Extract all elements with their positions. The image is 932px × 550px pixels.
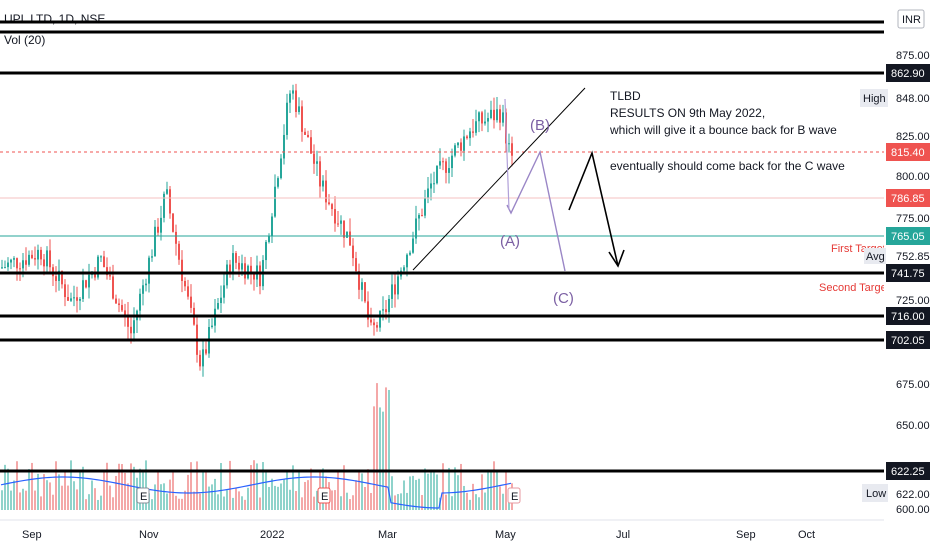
svg-text:765.05: 765.05: [891, 231, 925, 243]
price-axis-label: 725.00: [896, 295, 930, 307]
time-axis-label: Mar: [378, 529, 397, 541]
price-tag-level-702-05: 702.05: [886, 331, 930, 349]
time-axis-label: Sep: [736, 529, 756, 541]
time-axis-label: Oct: [798, 529, 815, 541]
volume-ma-line: [0, 476, 512, 509]
price-axis-label: 800.00: [896, 171, 930, 183]
price-axis-label: 622.00: [896, 489, 930, 501]
price-axis-label: 600.00: [896, 504, 930, 516]
earnings-badge-3[interactable]: E: [507, 487, 521, 504]
price-tag-level-716-00: 716.00: [886, 307, 930, 325]
svg-text:E: E: [321, 491, 328, 503]
projection-arrow[interactable]: [568, 150, 619, 267]
wave-label-a: (A): [500, 233, 520, 250]
svg-text:622.25: 622.25: [891, 466, 925, 478]
price-tags: 862.90 815.40 786.85 765.05 741.75 716.00 702.…: [886, 64, 930, 480]
low-badge-text: Low: [866, 488, 886, 500]
wave-label-b: (B): [530, 117, 550, 134]
wave-ab-line: [504, 98, 510, 211]
avg-badge: [864, 248, 886, 264]
low-badge: [862, 484, 888, 502]
currency-label: INR: [902, 14, 921, 26]
candles: [1, 83, 513, 377]
note-results: RESULTS ON 9th May 2022,: [610, 106, 765, 120]
price-axis[interactable]: [884, 0, 932, 520]
high-badge-text: High: [863, 93, 886, 105]
avg-badge-text: Avg: [866, 251, 885, 263]
time-axis-label: Sep: [22, 529, 42, 541]
time-axis-label: 2022: [260, 529, 284, 541]
wave-label-c: (C): [553, 290, 574, 307]
price-tag-level-765-05: 765.05: [886, 227, 930, 245]
horizontal-levels: [0, 20, 932, 473]
svg-text:741.75: 741.75: [891, 268, 925, 280]
svg-text:716.00: 716.00: [891, 311, 925, 323]
price-tag-level-786-85: 786.85: [886, 189, 930, 207]
note-tlbd: TLBD: [610, 89, 641, 103]
price-axis-label: 752.85: [896, 251, 930, 263]
time-axis-label: Jul: [616, 529, 630, 541]
svg-text:786.85: 786.85: [891, 193, 925, 205]
time-axis[interactable]: [0, 520, 884, 550]
price-axis-label: 848.00: [896, 93, 930, 105]
earnings-badge-2[interactable]: E: [317, 487, 331, 504]
price-axis-label: 775.00: [896, 213, 930, 225]
currency-button[interactable]: [897, 9, 925, 29]
note-bounce: which will give it a bounce back for B w…: [609, 123, 837, 137]
earnings-badge-1[interactable]: E: [136, 487, 150, 504]
price-axis-label: 675.00: [896, 379, 930, 391]
price-axis-label: 825.00: [896, 131, 930, 143]
price-tag-level-862-90: 862.90: [886, 64, 930, 82]
volume-bars: [1, 383, 513, 510]
price-axis-labels: 875.00 848.00 825.00 800.00 775.00 752.85 725.…: [896, 50, 930, 516]
price-axis-label: 650.00: [896, 420, 930, 432]
svg-text:E: E: [140, 491, 147, 503]
price-tag-level-815-40: 815.40: [886, 143, 930, 161]
time-axis-labels: Sep Nov 2022 Mar May Jul Sep Oct: [22, 529, 815, 541]
wave-path[interactable]: [506, 149, 566, 272]
arrow-head: [608, 249, 625, 268]
trendline[interactable]: [412, 87, 586, 271]
svg-text:862.90: 862.90: [891, 68, 925, 80]
price-tag-level-741-75: 741.75: [886, 264, 930, 282]
time-axis-label: Nov: [139, 529, 159, 541]
svg-text:E: E: [511, 491, 518, 503]
price-axis-label: 875.00: [896, 50, 930, 62]
svg-text:702.05: 702.05: [891, 335, 925, 347]
price-tag-level-622-25: 622.25: [886, 462, 930, 480]
volume-indicator-label[interactable]: Vol (20): [4, 33, 46, 47]
note-c-wave: eventually should come back for the C wa…: [610, 159, 845, 173]
second-target-label: Second Target: [819, 282, 890, 294]
high-badge: [860, 89, 888, 107]
time-axis-label: May: [495, 529, 516, 541]
svg-text:815.40: 815.40: [891, 147, 925, 159]
